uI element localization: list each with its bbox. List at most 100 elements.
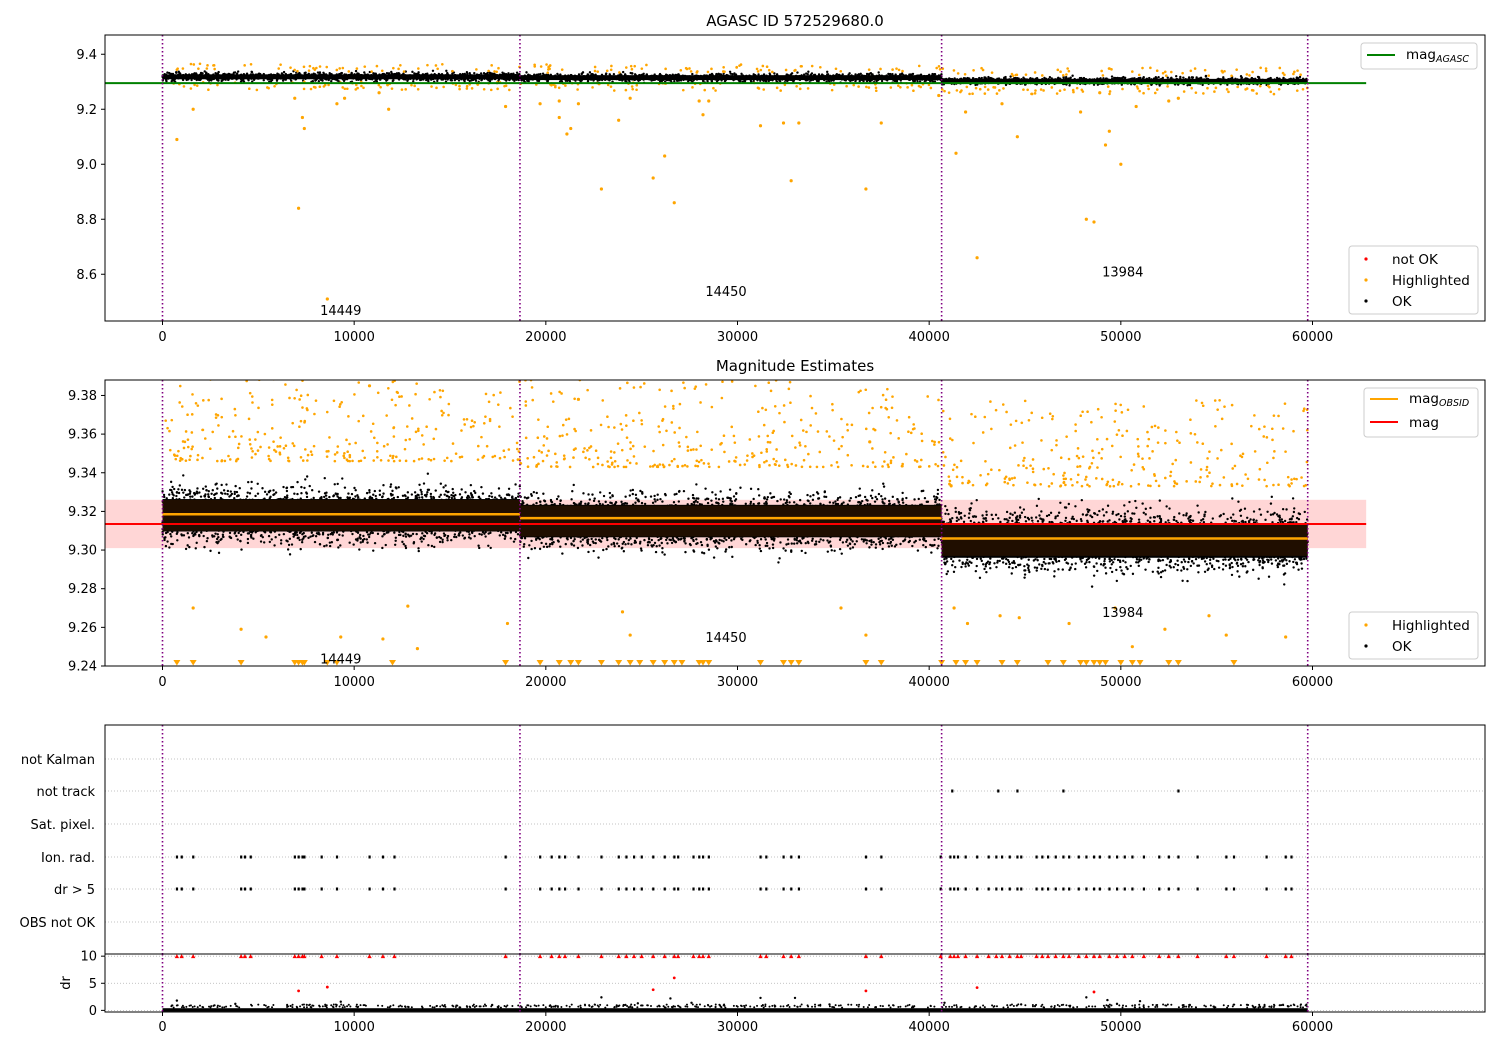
highlighted-point <box>1071 88 1075 92</box>
ok-point <box>350 71 353 75</box>
x-tick-label: 50000 <box>1100 330 1141 345</box>
ok-point <box>273 492 276 496</box>
ok-point <box>308 484 311 488</box>
highlighted-point <box>557 99 561 103</box>
ok-point <box>1240 76 1244 80</box>
ok-point <box>762 73 766 76</box>
ok-point <box>841 73 844 76</box>
highlighted-point <box>370 70 373 73</box>
highlighted-point <box>533 65 537 68</box>
ok-points-series <box>940 74 1308 87</box>
highlighted-point <box>338 67 342 70</box>
highlighted-point <box>797 121 801 125</box>
highlighted-point <box>1059 70 1062 74</box>
highlighted-point <box>293 96 297 100</box>
ok-point <box>514 483 517 486</box>
ok-point <box>217 535 220 539</box>
ok-point <box>198 491 201 494</box>
highlighted-point <box>943 89 946 93</box>
highlighted-point <box>482 87 486 91</box>
ok-point <box>591 72 594 76</box>
ok-point <box>452 491 455 494</box>
ok-point <box>785 73 788 76</box>
ok-point <box>1166 76 1169 79</box>
highlighted-point <box>635 83 639 87</box>
ok-point <box>604 72 608 75</box>
highlighted-point <box>1142 91 1145 95</box>
ok-point <box>236 70 240 73</box>
ok-point <box>450 496 454 500</box>
highlighted-point <box>879 121 883 125</box>
ok-point <box>397 486 400 489</box>
ok-point <box>525 71 528 74</box>
highlighted-point <box>1166 85 1169 88</box>
highlighted-point <box>400 88 404 91</box>
highlighted-point <box>576 102 581 106</box>
highlighted-point <box>356 86 359 90</box>
ok-point <box>246 541 250 545</box>
ok-point <box>826 73 830 76</box>
ok-point <box>465 70 469 74</box>
highlighted-point <box>695 71 699 74</box>
ok-point <box>588 71 592 74</box>
highlighted-point <box>609 68 613 72</box>
highlighted-point <box>1106 85 1110 88</box>
highlighted-point <box>935 66 938 70</box>
ok-point <box>449 78 453 82</box>
highlighted-point <box>995 92 999 95</box>
ok-point <box>503 72 506 75</box>
ok-points-series <box>518 70 943 85</box>
highlighted-point <box>1277 87 1281 91</box>
ok-point <box>368 491 371 494</box>
ok-point <box>387 72 391 75</box>
ok-point <box>363 71 366 74</box>
highlighted-point <box>681 88 685 92</box>
highlighted-point <box>490 64 493 67</box>
highlighted-point <box>897 84 900 87</box>
ok-point <box>422 537 425 541</box>
ok-point <box>512 72 515 75</box>
highlighted-point <box>322 85 326 88</box>
highlighted-point <box>1055 92 1059 95</box>
highlighted-point <box>937 65 941 68</box>
y-tick-label: 9.2 <box>76 103 97 118</box>
ok-point <box>453 535 456 539</box>
panel2-data <box>105 380 1367 666</box>
ok-point <box>733 73 736 76</box>
agasc-mag-panel: 14449 14450 13984 0 10000 20000 30000 40… <box>76 34 1486 345</box>
ok-point <box>468 533 471 536</box>
highlighted-point <box>347 70 351 73</box>
highlighted-point <box>917 64 921 68</box>
ok-point <box>391 79 394 83</box>
ok-point <box>1139 76 1142 80</box>
highlighted-point <box>442 85 445 89</box>
highlighted-point <box>249 62 253 66</box>
ok-point <box>183 488 187 492</box>
ok-point <box>216 78 219 82</box>
x-tick-label: 60000 <box>1292 330 1333 345</box>
ok-point <box>169 532 172 536</box>
highlighted-point <box>1131 70 1134 73</box>
ok-point <box>1269 76 1272 80</box>
highlighted-point <box>1206 86 1209 90</box>
highlighted-point <box>191 107 195 111</box>
ok-point <box>369 531 373 535</box>
ok-point <box>171 485 174 489</box>
highlighted-point <box>216 83 219 87</box>
highlighted-point <box>1136 87 1140 90</box>
panel1-data <box>105 35 1367 321</box>
highlighted-point <box>495 70 498 74</box>
highlighted-point <box>1176 96 1180 100</box>
highlighted-point <box>1098 91 1102 95</box>
ok-point <box>313 540 317 544</box>
highlighted-point <box>1194 91 1198 94</box>
ok-point <box>365 530 369 534</box>
ok-point <box>596 79 599 82</box>
highlighted-point <box>895 67 898 70</box>
ok-point <box>390 72 393 75</box>
highlighted-point <box>1080 88 1084 92</box>
ok-point <box>929 79 932 83</box>
ok-point <box>633 73 637 76</box>
ok-point <box>252 537 255 540</box>
highlighted-point <box>404 88 407 91</box>
